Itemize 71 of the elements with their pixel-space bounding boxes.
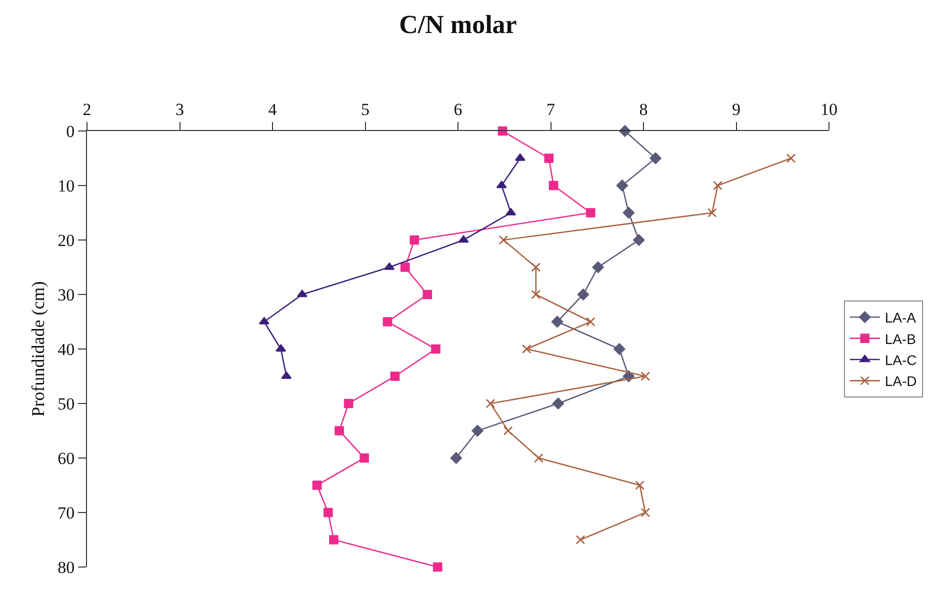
point [635, 480, 644, 490]
point [616, 180, 628, 192]
legend-label: LA-C [884, 352, 917, 368]
y-tick-label: 80 [58, 558, 75, 577]
point [614, 343, 626, 355]
point [531, 262, 541, 272]
legend-label: LA-A [884, 310, 917, 326]
point [450, 452, 462, 464]
point [548, 180, 558, 190]
x-tick-label: 9 [732, 100, 740, 120]
point [486, 398, 496, 408]
point [650, 152, 662, 164]
y-tick-label: 40 [58, 340, 75, 359]
point [312, 480, 322, 490]
y-tick-label: 10 [58, 176, 75, 196]
point [522, 344, 532, 354]
point [334, 426, 344, 436]
point [592, 261, 604, 274]
point [390, 372, 400, 381]
point [786, 154, 796, 163]
y-tick-label: 60 [58, 448, 75, 468]
point [382, 317, 392, 326]
point [503, 426, 513, 436]
y-tick-label: 20 [58, 230, 75, 250]
point [622, 206, 635, 219]
x-tick-label: 3 [176, 100, 184, 120]
legend-label: LA-D [884, 373, 917, 390]
point [458, 235, 469, 243]
point [498, 235, 508, 245]
chart-title: C/N molar [399, 10, 517, 40]
y-tick-label: 0 [66, 122, 75, 141]
x-tick-label: 8 [639, 100, 648, 120]
point [640, 372, 650, 381]
point [472, 424, 484, 437]
point [576, 535, 586, 544]
x-tick-label: 4 [268, 100, 278, 120]
y-tick-label: 70 [58, 503, 75, 522]
y-tick-label: 50 [58, 394, 75, 414]
point [619, 125, 631, 137]
point [360, 453, 369, 463]
legend-label: LA-B [884, 330, 916, 347]
point [344, 398, 354, 408]
y-axis-title: Profundidade (cm) [28, 281, 48, 417]
point [577, 288, 590, 300]
point [551, 316, 564, 328]
x-tick-label: 7 [546, 100, 556, 120]
x-tick-label: 10 [820, 100, 838, 120]
point [324, 508, 333, 518]
point [552, 398, 564, 410]
x-tick-label: 6 [454, 100, 462, 120]
point [534, 453, 544, 463]
point [633, 234, 645, 246]
point [586, 208, 596, 218]
point [400, 262, 410, 272]
x-tick-label: 2 [82, 100, 92, 120]
point [496, 180, 507, 188]
point [422, 290, 432, 300]
point [544, 154, 554, 163]
point [707, 208, 717, 218]
point [276, 344, 286, 352]
x-tick-label: 5 [361, 100, 370, 120]
point [713, 180, 722, 190]
point [296, 290, 308, 298]
y-tick-label: 30 [58, 285, 75, 304]
point [410, 235, 420, 245]
point [531, 290, 541, 300]
point [640, 508, 650, 518]
point [431, 344, 440, 354]
point [586, 317, 596, 326]
point [329, 535, 338, 544]
point [432, 562, 442, 572]
